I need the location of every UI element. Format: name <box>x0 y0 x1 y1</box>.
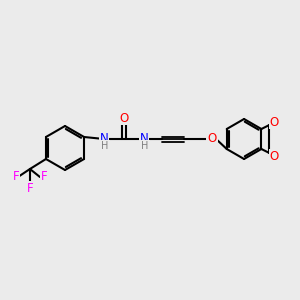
Text: O: O <box>207 133 217 146</box>
Text: N: N <box>140 133 148 146</box>
Text: N: N <box>100 133 108 146</box>
Text: H: H <box>141 141 149 151</box>
Text: O: O <box>270 116 279 128</box>
Text: F: F <box>13 170 19 184</box>
Text: F: F <box>40 170 47 184</box>
Text: H: H <box>101 141 109 151</box>
Text: O: O <box>119 112 129 124</box>
Text: F: F <box>27 182 33 194</box>
Text: O: O <box>270 149 279 163</box>
